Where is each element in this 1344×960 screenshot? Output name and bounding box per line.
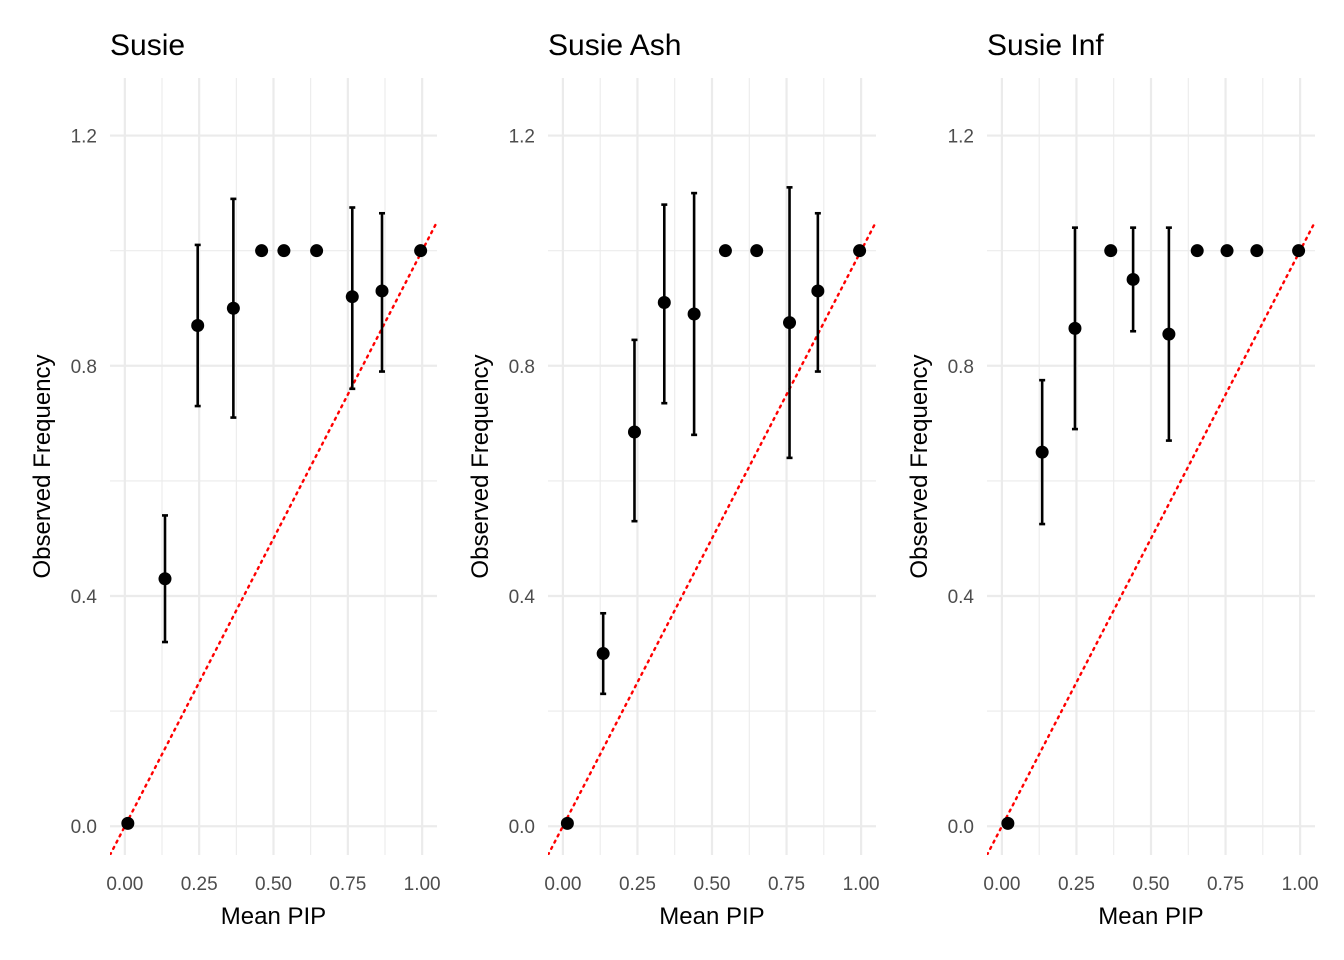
data-point [1068, 321, 1082, 335]
x-tick-label: 0.75 [329, 874, 366, 895]
y-axis-title: Observed Frequency [467, 354, 494, 578]
y-tick-label: 0.4 [71, 587, 98, 608]
x-tick-label: 1.00 [404, 874, 441, 895]
x-tick-label: 0.00 [983, 874, 1020, 895]
data-point [657, 295, 671, 309]
data-point [750, 244, 764, 258]
x-tick-label: 0.00 [106, 874, 143, 895]
y-tick-label: 0.0 [71, 817, 97, 838]
data-point [1250, 244, 1264, 258]
y-axis-title: Observed Frequency [29, 354, 56, 578]
data-point [310, 244, 324, 258]
x-axis-title: Mean PIP [659, 903, 764, 930]
x-tick-label: 0.00 [544, 874, 581, 895]
y-tick-label: 0.8 [509, 357, 535, 378]
panel-3: 0.0 0.4 0.8 1.2 0.00 0.25 0.50 0.75 1.00 Mean PIP… [906, 29, 1319, 930]
data-point [277, 244, 291, 258]
x-tick-label: 1.00 [1282, 874, 1319, 895]
x-tick-label: 0.25 [619, 874, 656, 895]
data-point [1220, 244, 1234, 258]
data-point [718, 244, 732, 258]
data-point [1035, 445, 1049, 459]
data-point [1126, 272, 1140, 286]
x-axis-title: Mean PIP [221, 903, 326, 930]
data-point [560, 816, 574, 830]
panel-title: Susie Inf [987, 29, 1104, 62]
panel-title: Susie Ash [548, 29, 681, 62]
data-point [783, 316, 797, 330]
x-tick-label: 0.25 [181, 874, 218, 895]
reference-line [987, 220, 1315, 855]
y-tick-label: 1.2 [71, 127, 97, 148]
data-point [1190, 244, 1204, 258]
panel-1: 0.0 0.4 0.8 1.2 0.00 0.25 0.50 0.75 1.00 Mean PIP… [29, 29, 441, 930]
data-point [1292, 244, 1306, 258]
data-point [1001, 816, 1015, 830]
x-tick-label: 0.25 [1058, 874, 1095, 895]
y-axis-title: Observed Frequency [906, 354, 933, 578]
data-point [226, 301, 240, 315]
y-tick-label: 0.8 [948, 357, 974, 378]
data-point [853, 244, 867, 258]
y-tick-label: 1.2 [509, 127, 535, 148]
x-axis-title: Mean PIP [1098, 903, 1203, 930]
data-point [1162, 327, 1176, 341]
data-point [414, 244, 428, 258]
x-tick-label: 0.75 [1207, 874, 1244, 895]
x-tick-label: 0.50 [694, 874, 731, 895]
data-point [121, 816, 135, 830]
y-tick-label: 0.8 [71, 357, 97, 378]
y-tick-label: 0.4 [509, 587, 536, 608]
x-tick-label: 0.50 [1133, 874, 1170, 895]
data-point [191, 318, 205, 332]
data-point [811, 284, 825, 298]
data-point [627, 425, 641, 439]
reference-line [548, 220, 876, 855]
y-tick-label: 0.4 [948, 587, 975, 608]
y-tick-label: 0.0 [948, 817, 974, 838]
data-point [255, 244, 269, 258]
data-point [375, 284, 389, 298]
panel-title: Susie [110, 29, 185, 62]
data-point [687, 307, 701, 321]
panel-2: 0.0 0.4 0.8 1.2 0.00 0.25 0.50 0.75 1.00 Mean PIP… [467, 29, 880, 930]
data-point [158, 572, 172, 586]
data-point [596, 647, 610, 661]
x-tick-label: 0.50 [255, 874, 292, 895]
data-point [1104, 244, 1118, 258]
y-tick-label: 0.0 [509, 817, 535, 838]
y-tick-label: 1.2 [948, 127, 974, 148]
x-tick-label: 0.75 [768, 874, 805, 895]
data-point [345, 290, 359, 304]
x-tick-label: 1.00 [843, 874, 880, 895]
